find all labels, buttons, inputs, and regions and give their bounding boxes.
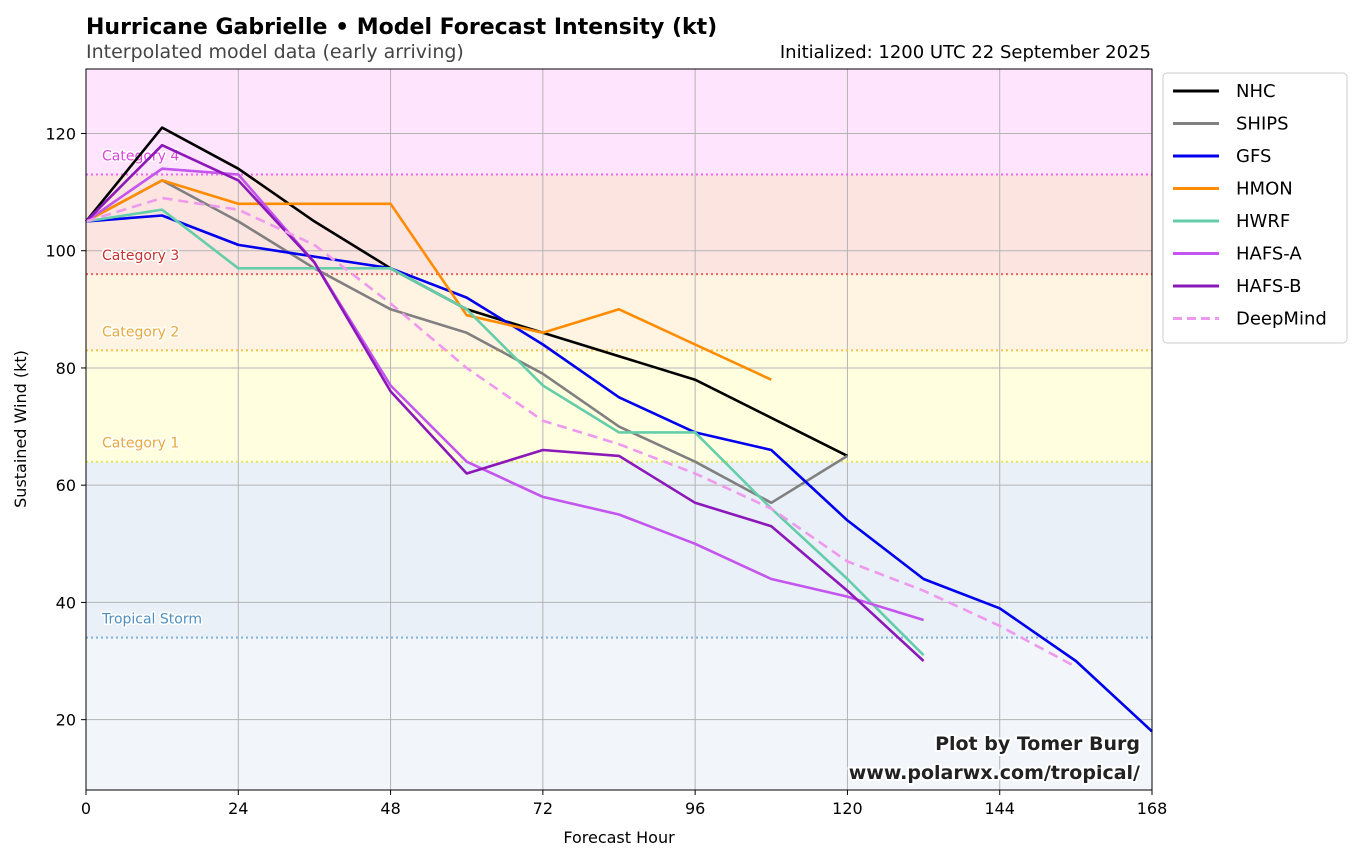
legend-label-hafs-b: HAFS-B — [1236, 276, 1302, 297]
chart-title: Hurricane Gabrielle • Model Forecast Int… — [86, 15, 717, 40]
x-tick-label-48: 48 — [380, 799, 400, 818]
band-label-category-1: Category 1 — [102, 436, 179, 452]
plot-frame — [85, 68, 1153, 791]
credit-url: www.polarwx.com/tropical/ — [849, 762, 1140, 784]
series-hafs-b — [85, 143, 925, 662]
x-axis-ticks: 0 24 48 72 96 120 144 168 — [81, 790, 1167, 818]
legend-label-hmon: HMON — [1236, 179, 1293, 200]
x-tick-label-144: 144 — [984, 799, 1015, 818]
category-labels: Tropical Storm Category 1 Category 2 Catego… — [100, 147, 204, 629]
series-lines — [84, 126, 1153, 733]
band-label-category-3: Category 3 — [102, 248, 179, 264]
x-tick-label-72: 72 — [533, 799, 553, 818]
legend-label-ships: SHIPS — [1236, 114, 1289, 135]
band-label-category-2: Category 2 — [102, 324, 179, 340]
legend-box — [1162, 72, 1348, 344]
legend-label-nhc: NHC — [1236, 81, 1276, 102]
grid-lines — [86, 69, 1152, 790]
initialized-time: Initialized: 1200 UTC 22 September 2025 — [780, 42, 1151, 63]
band-category-3 — [86, 174, 1152, 275]
x-tick-label-120: 120 — [832, 799, 863, 818]
band-category-4 — [86, 69, 1152, 175]
legend-label-hwrf: HWRF — [1236, 211, 1290, 232]
band-tropical-storm — [86, 461, 1152, 638]
y-tick-label-80: 80 — [56, 359, 76, 378]
legend-label-deepmind: DeepMind — [1236, 309, 1327, 330]
legend-label-gfs: GFS — [1236, 146, 1271, 167]
band-category-2 — [86, 274, 1152, 351]
series-deepmind — [85, 196, 1077, 669]
legend-label-hafs-a: HAFS-A — [1236, 244, 1302, 265]
category-bands — [86, 69, 1152, 790]
y-axis-ticks: 20 40 60 80 100 120 — [45, 124, 86, 730]
band-label-category-4: Category 4 — [102, 149, 179, 165]
x-axis-label: Forecast Hour — [563, 828, 675, 847]
band-label-tropical-storm: Tropical Storm — [101, 612, 202, 628]
series-hwrf — [85, 208, 925, 657]
series-gfs — [85, 214, 1153, 733]
series-hmon — [85, 179, 772, 381]
band-below-tropical-storm — [86, 637, 1152, 790]
x-tick-label-96: 96 — [685, 799, 705, 818]
chart-subtitle: Interpolated model data (early arriving) — [86, 41, 464, 63]
y-axis-label: Sustained Wind (kt) — [11, 350, 30, 508]
credit-author: Plot by Tomer Burg — [935, 733, 1140, 755]
y-tick-label-40: 40 — [56, 593, 76, 612]
x-tick-label-168: 168 — [1137, 799, 1168, 818]
y-tick-label-120: 120 — [45, 124, 76, 143]
y-tick-label-60: 60 — [56, 476, 76, 495]
series-ships — [85, 179, 849, 505]
x-tick-label-24: 24 — [228, 799, 248, 818]
legend: NHC SHIPS GFS HMON HWRF HAFS-A HAFS-B DeepMind — [1162, 72, 1348, 344]
x-tick-label-0: 0 — [81, 799, 91, 818]
y-tick-label-100: 100 — [45, 242, 76, 261]
y-tick-label-20: 20 — [56, 711, 76, 730]
